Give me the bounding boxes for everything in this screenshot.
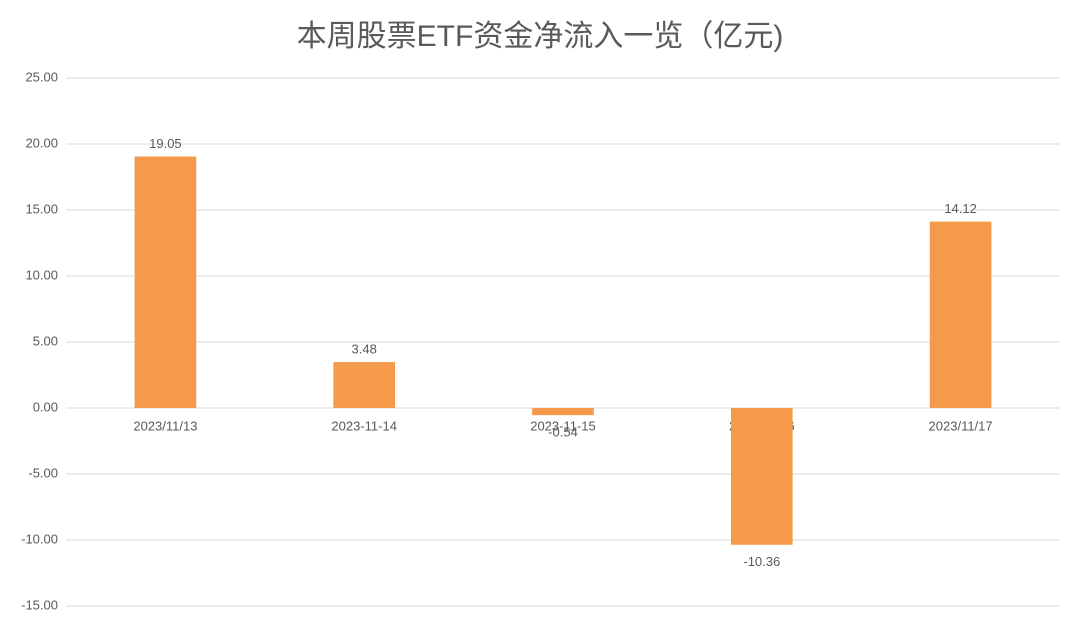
x-tick-label: 2023/11/17 bbox=[929, 418, 993, 433]
data-label: -10.36 bbox=[743, 554, 780, 569]
y-tick-label: -10.00 bbox=[21, 531, 58, 546]
y-tick-label: 5.00 bbox=[33, 333, 58, 348]
y-tick-label: -5.00 bbox=[28, 465, 58, 480]
y-tick-label: 25.00 bbox=[25, 69, 58, 84]
data-label: 19.05 bbox=[149, 136, 182, 151]
x-tick-label: 2023/11/13 bbox=[133, 418, 197, 433]
bar bbox=[134, 156, 197, 408]
bar bbox=[532, 408, 594, 416]
y-tick-label: 20.00 bbox=[25, 135, 58, 150]
x-tick-label: 2023-11-15 bbox=[530, 418, 596, 433]
y-tick-label: -15.00 bbox=[21, 597, 58, 612]
x-tick-label: 2023-11-14 bbox=[331, 418, 397, 433]
data-label: 14.12 bbox=[944, 201, 977, 216]
bar bbox=[333, 362, 396, 408]
bar bbox=[929, 221, 992, 408]
data-label: -0.54 bbox=[548, 425, 578, 440]
y-tick-label: 15.00 bbox=[25, 201, 58, 216]
y-tick-label: 0.00 bbox=[33, 399, 58, 414]
y-tick-label: 10.00 bbox=[25, 267, 58, 282]
bar bbox=[730, 408, 793, 545]
data-label: 3.48 bbox=[352, 342, 377, 357]
chart-title: 本周股票ETF资金净流入一览（亿元) bbox=[297, 20, 784, 53]
